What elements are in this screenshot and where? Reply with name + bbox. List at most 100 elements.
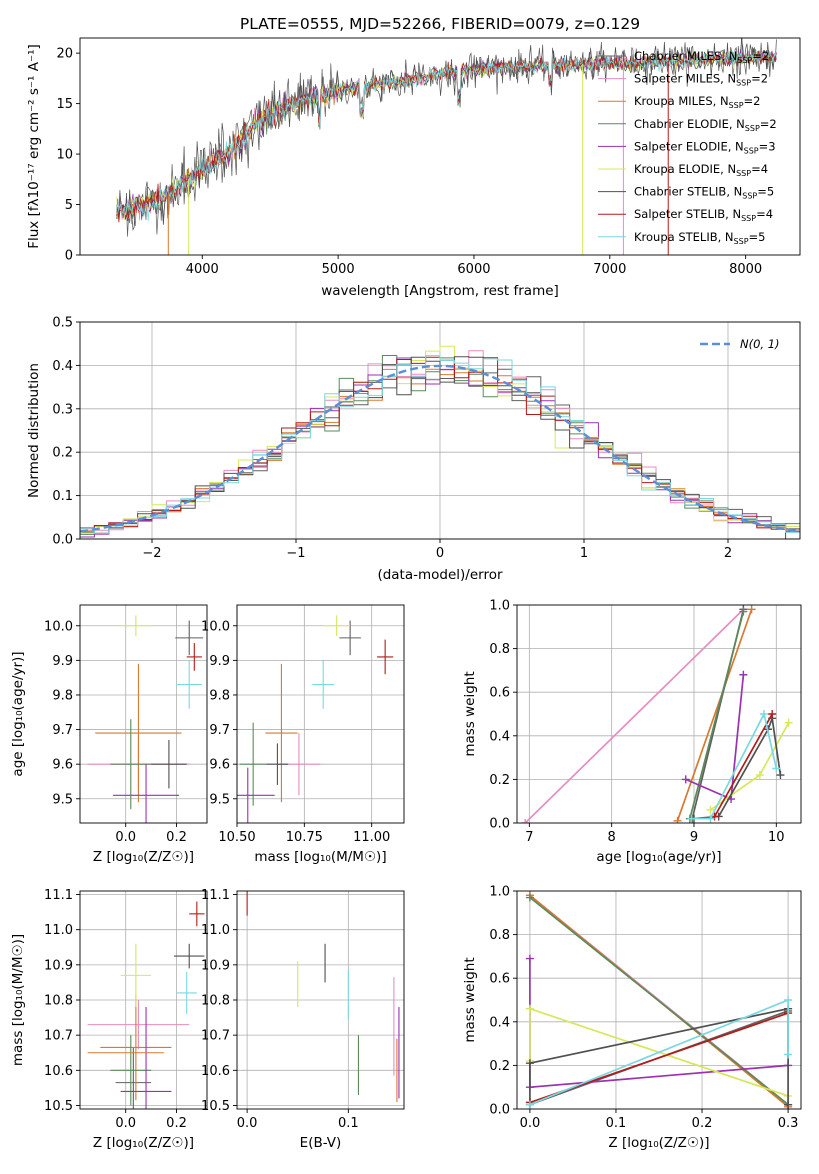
y-tick-label: 11.0 [201,923,230,938]
x-tick-label: 7 [525,830,533,845]
x-tick-label: 11.00 [353,830,390,845]
weight-marker-kroupa-stelib [759,710,768,718]
point-kroupa-stelib [312,660,334,709]
weight-marker-kroupa-stelib [772,764,781,773]
weight-line-kroupa-miles [676,609,753,822]
y-tick-label: 5 [65,198,73,213]
x-tick-label: 0.2 [692,1116,713,1131]
x-tick-label: 0 [436,546,444,561]
y-tick-label: 11.0 [44,923,73,938]
point-salpeter-elodie [113,764,180,823]
point-kroupa-stelib [176,660,202,709]
y-tick-label: 11.1 [201,888,230,903]
x-tick-label: −2 [142,546,161,561]
chart-massweight_vs_age: 7 8 9 10 0.0 0.2 0.4 0.6 0.8 1.0 age [log₁₀(age/yr… [462,599,802,865]
weight-marker-chabrier-stelib [776,771,785,780]
weight-line-chabrier-elodie [689,611,745,819]
weight-marker-salpeter-elodie [681,775,690,784]
chart-mass_vs_ebv: 0.0 0.1 10.5 10.6 10.7 10.8 10.9 11.0 11.1 E(B-V) [201,888,405,1151]
y-tick-label: 9.7 [209,723,230,738]
x-axis-label: wavelength [Angstrom, rest frame] [321,283,559,299]
y-tick-label: 11.1 [44,888,73,903]
point-chabrier-miles [175,620,204,656]
plot-area [87,901,205,1109]
axes-frame [516,604,802,824]
x-axis-label: Z [log₁₀(Z/Z☉)] [93,1135,194,1151]
point-chabrier-stelib [266,743,289,785]
point-salpeter-elodie [120,1007,172,1109]
normal-curve [80,364,800,533]
legend-label-kroupa-stelib: Kroupa STELIB, NSSP=5 [634,230,765,246]
plot-area [87,615,204,823]
y-tick-label: 0.4 [52,359,73,374]
point-salpeter-stelib [186,643,202,671]
weight-line-kroupa-stelib [691,711,778,820]
legend: Chabrier MILES, NSSP=2 Salpeter MILES, NS… [598,49,777,246]
weight-marker-chabrier-stelib [525,1059,534,1068]
legend-label-kroupa-miles: Kroupa MILES, NSSP=2 [634,94,760,110]
axes-frame [516,890,802,1110]
x-tick-label: 10 [768,830,785,845]
chart-age_vs_Z: 0.0 0.2 9.5 9.6 9.7 9.8 9.9 10.0 Z [log₁₀(Z/Z☉)]… [10,604,208,865]
x-tick-label: 10.50 [218,830,255,845]
weight-marker-salpeter-miles [521,819,530,823]
weight-marker-salpeter-stelib [768,710,777,718]
plot-area [116,38,777,255]
x-tick-label: −1 [286,546,305,561]
y-axis-label: age [log₁₀(age/yr)] [10,651,26,776]
x-tick-label: 0.2 [166,1116,187,1131]
legend-label-salpeter-elodie: Salpeter ELODIE, NSSP=3 [634,139,776,155]
y-tick-label: 0.6 [489,686,510,701]
point-kroupa-elodie [120,943,152,1008]
legend-label-chabrier-elodie: Chabrier ELODIE, NSSP=2 [634,117,777,133]
x-tick-label: 6000 [457,262,490,277]
x-tick-label: 0.0 [520,1116,541,1131]
y-tick-label: 9.5 [209,792,230,807]
y-tick-label: 0.1 [52,489,73,504]
weight-marker-kroupa-stelib [525,1100,534,1109]
x-tick-label: 10.75 [286,830,323,845]
weight-line-salpeter-stelib [713,713,773,817]
y-tick-label: 0.4 [489,1015,510,1030]
x-tick-label: 9 [690,830,698,845]
point-salpeter-stelib [189,901,205,927]
y-tick-label: 9.6 [52,758,73,773]
weight-marker-kroupa-elodie [706,805,715,814]
y-tick-label: 10.8 [201,994,230,1009]
y-tick-label: 0.5 [52,316,73,331]
chart-massweight_vs_Z: 0.0 0.1 0.2 0.3 0.0 0.2 0.4 0.6 0.8 1.0 Z [log₁₀(Z… [462,885,802,1151]
y-tick-label: 9.8 [52,688,73,703]
y-tick-label: 0.4 [489,729,510,744]
y-tick-label: 10.7 [44,1029,73,1044]
point-kroupa-miles [265,663,298,803]
figure-title: PLATE=0555, MJD=52266, FIBERID=0079, z=0… [240,15,640,33]
x-tick-label: 4000 [186,262,219,277]
plot-area [521,605,793,823]
y-axis-label: mass weight [462,671,478,756]
point-kroupa-miles [95,663,182,803]
chart-residuals: −2 −1 0 1 2 0.0 0.1 0.2 0.3 0.4 0.5 (data-model)/er… [26,316,801,583]
point-salpeter-miles [87,1000,190,1050]
y-tick-label: 0.2 [489,773,510,788]
y-axis-label: Normed distribution [26,363,42,498]
point-chabrier-stelib [173,943,205,969]
x-tick-label: 0.3 [778,1116,799,1131]
plot-area [246,891,400,1102]
spectrum-kroupa-stelib [116,51,777,222]
y-tick-label: 1.0 [489,599,510,614]
plot-area [525,891,793,1109]
y-tick-label: 0.3 [52,402,73,417]
x-tick-label: 0.1 [338,1116,359,1131]
x-axis-label: (data-model)/error [377,567,503,583]
chart-age_vs_mass: 10.50 10.75 11.00 9.5 9.6 9.7 9.8 9.9 10.0 mass [… [201,604,405,865]
weight-marker-kroupa-elodie [525,1004,534,1013]
weight-marker-kroupa-stelib [784,1050,793,1059]
point-chabrier-stelib [151,739,187,789]
y-tick-label: 10.5 [201,1099,230,1114]
point-chabrier-miles [115,1047,152,1109]
x-tick-label: 0.1 [606,1116,627,1131]
point-chabrier-elodie [110,1035,152,1106]
weight-marker-kroupa-stelib [687,814,696,823]
y-tick-label: 10.5 [44,1099,73,1114]
legend-label-kroupa-elodie: Kroupa ELODIE, NSSP=4 [634,162,768,178]
